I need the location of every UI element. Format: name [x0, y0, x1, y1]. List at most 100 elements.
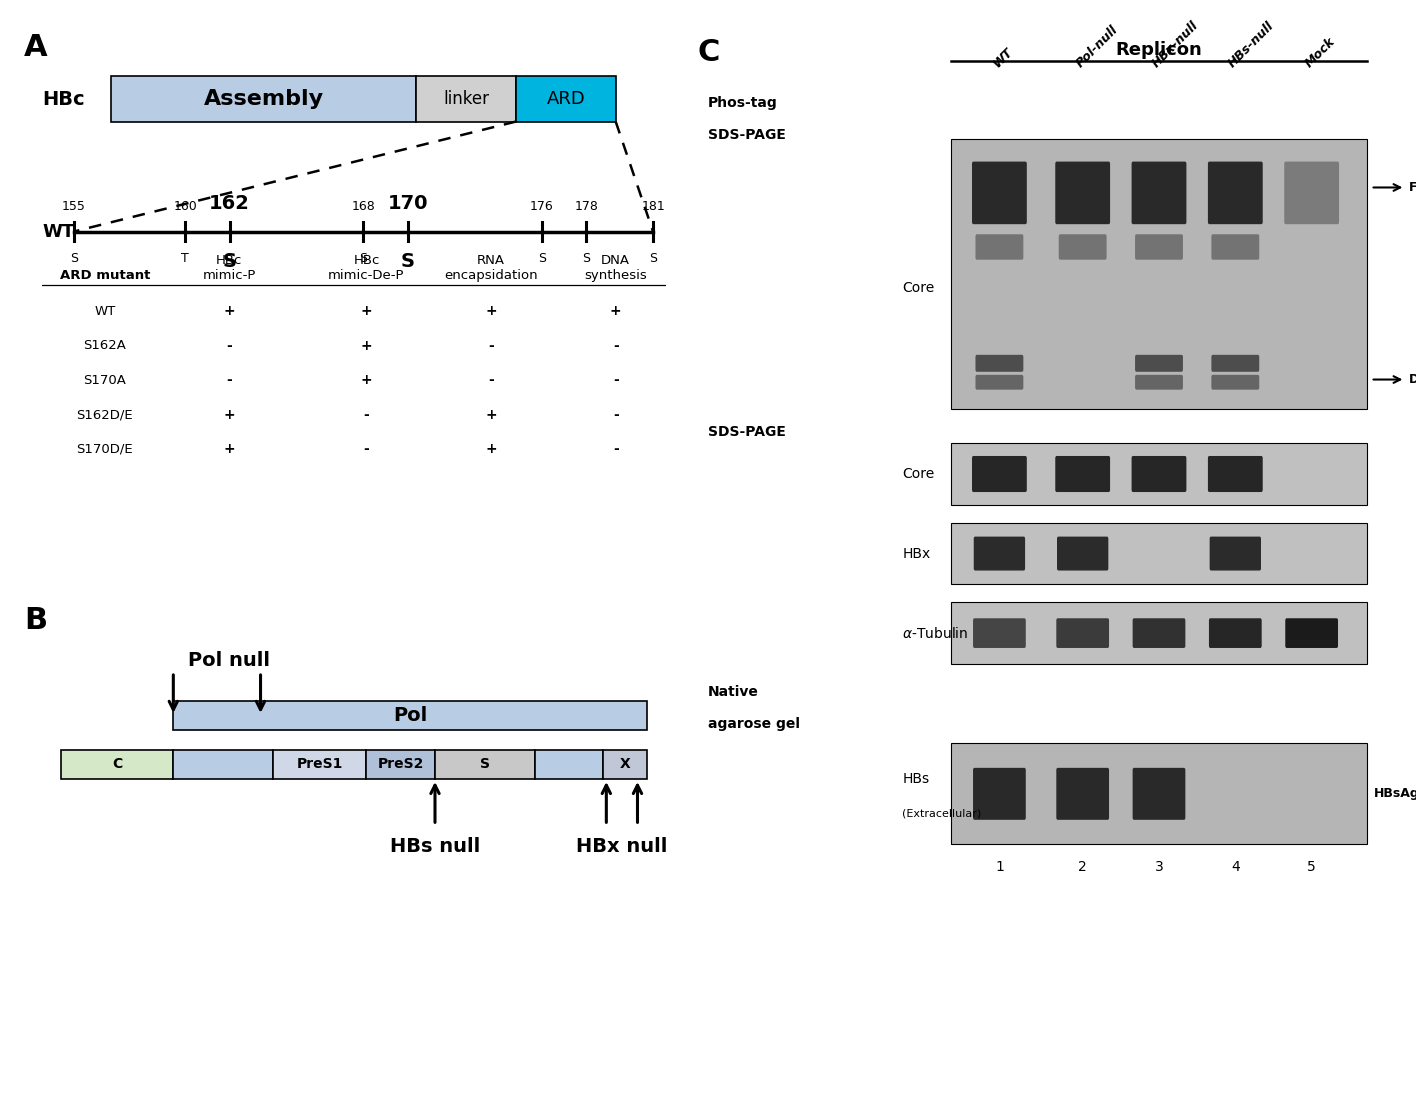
- Text: DNA
synthesis: DNA synthesis: [585, 254, 647, 282]
- FancyBboxPatch shape: [1133, 619, 1185, 648]
- Text: -: -: [613, 408, 619, 422]
- Text: Core: Core: [902, 281, 935, 295]
- Text: +: +: [361, 373, 372, 387]
- FancyBboxPatch shape: [1055, 161, 1110, 224]
- Text: 160: 160: [173, 200, 197, 213]
- FancyBboxPatch shape: [1133, 768, 1185, 820]
- FancyBboxPatch shape: [1136, 355, 1182, 371]
- FancyBboxPatch shape: [1211, 234, 1259, 260]
- Text: HBs-null: HBs-null: [1226, 19, 1277, 70]
- Text: HBc
mimic-De-P: HBc mimic-De-P: [329, 254, 405, 282]
- FancyBboxPatch shape: [1136, 234, 1182, 260]
- FancyBboxPatch shape: [1059, 234, 1107, 260]
- FancyBboxPatch shape: [435, 750, 535, 779]
- Text: S162D/E: S162D/E: [76, 408, 133, 421]
- FancyBboxPatch shape: [952, 139, 1368, 409]
- FancyBboxPatch shape: [973, 768, 1025, 820]
- FancyBboxPatch shape: [1286, 619, 1338, 648]
- Text: +: +: [486, 304, 497, 318]
- Text: Assembly: Assembly: [204, 90, 324, 109]
- FancyBboxPatch shape: [974, 537, 1025, 570]
- Text: HBc: HBc: [42, 90, 85, 108]
- Text: HBx null: HBx null: [576, 838, 667, 856]
- FancyBboxPatch shape: [952, 602, 1368, 664]
- Text: S: S: [69, 252, 78, 265]
- FancyBboxPatch shape: [416, 76, 515, 122]
- FancyBboxPatch shape: [1211, 355, 1259, 371]
- FancyBboxPatch shape: [603, 750, 647, 779]
- Text: T: T: [181, 252, 188, 265]
- Text: Replicon: Replicon: [1116, 41, 1202, 60]
- Text: HBsAg/Virions: HBsAg/Virions: [1374, 788, 1416, 800]
- FancyBboxPatch shape: [1131, 456, 1187, 492]
- FancyBboxPatch shape: [1056, 619, 1109, 648]
- Text: 170: 170: [388, 194, 428, 213]
- FancyBboxPatch shape: [1056, 768, 1109, 820]
- Text: +: +: [486, 442, 497, 456]
- Text: +: +: [224, 304, 235, 318]
- Text: SDS-PAGE: SDS-PAGE: [708, 425, 786, 439]
- FancyBboxPatch shape: [1136, 375, 1182, 390]
- FancyBboxPatch shape: [1208, 161, 1263, 224]
- Text: WT: WT: [93, 305, 116, 317]
- FancyBboxPatch shape: [976, 375, 1024, 390]
- FancyBboxPatch shape: [1209, 537, 1262, 570]
- Text: PreS1: PreS1: [296, 757, 343, 771]
- Text: Fully-P HBc: Fully-P HBc: [1409, 181, 1416, 194]
- Text: agarose gel: agarose gel: [708, 717, 800, 730]
- FancyBboxPatch shape: [1056, 537, 1109, 570]
- Text: +: +: [361, 338, 372, 352]
- Text: S: S: [538, 252, 545, 265]
- Text: Core: Core: [902, 467, 935, 481]
- FancyBboxPatch shape: [367, 750, 435, 779]
- FancyBboxPatch shape: [273, 750, 367, 779]
- Text: 176: 176: [530, 200, 554, 213]
- FancyBboxPatch shape: [1208, 456, 1263, 492]
- Text: C: C: [112, 757, 122, 771]
- FancyBboxPatch shape: [952, 744, 1368, 844]
- FancyBboxPatch shape: [515, 76, 616, 122]
- FancyBboxPatch shape: [971, 456, 1027, 492]
- FancyBboxPatch shape: [1055, 456, 1110, 492]
- Text: (Extracellular): (Extracellular): [902, 809, 981, 819]
- Text: -: -: [364, 408, 370, 422]
- Text: -: -: [489, 338, 494, 352]
- Text: Phos-tag: Phos-tag: [708, 96, 777, 110]
- Text: -: -: [364, 442, 370, 456]
- Text: HBx: HBx: [902, 547, 930, 560]
- Text: ARD mutant: ARD mutant: [59, 269, 150, 282]
- Text: +: +: [224, 408, 235, 422]
- Text: HBx-null: HBx-null: [1150, 19, 1201, 70]
- FancyBboxPatch shape: [173, 750, 273, 779]
- Text: 3: 3: [1154, 860, 1164, 874]
- Text: -: -: [613, 338, 619, 352]
- Text: Pol null: Pol null: [188, 651, 270, 670]
- Text: PreS2: PreS2: [378, 757, 423, 771]
- Text: HBs: HBs: [902, 771, 929, 786]
- Text: linker: linker: [443, 90, 489, 108]
- Text: +: +: [361, 304, 372, 318]
- Text: 2: 2: [1079, 860, 1087, 874]
- FancyBboxPatch shape: [976, 355, 1024, 371]
- FancyBboxPatch shape: [61, 750, 173, 779]
- Text: -: -: [489, 373, 494, 387]
- Text: S: S: [360, 252, 367, 265]
- Text: A: A: [24, 33, 47, 62]
- Text: S: S: [401, 252, 415, 271]
- Text: C: C: [698, 38, 719, 67]
- FancyBboxPatch shape: [110, 76, 416, 122]
- Text: -: -: [227, 373, 232, 387]
- Text: 4: 4: [1231, 860, 1239, 874]
- Text: SDS-PAGE: SDS-PAGE: [708, 128, 786, 143]
- Text: -: -: [613, 373, 619, 387]
- Text: X: X: [620, 757, 630, 771]
- Text: 5: 5: [1307, 860, 1315, 874]
- FancyBboxPatch shape: [971, 161, 1027, 224]
- Text: S170D/E: S170D/E: [76, 443, 133, 455]
- Text: S: S: [649, 252, 657, 265]
- Text: Mock: Mock: [1303, 34, 1338, 70]
- FancyBboxPatch shape: [1131, 161, 1187, 224]
- Text: 1: 1: [995, 860, 1004, 874]
- FancyBboxPatch shape: [535, 750, 603, 779]
- Text: WT: WT: [990, 45, 1015, 70]
